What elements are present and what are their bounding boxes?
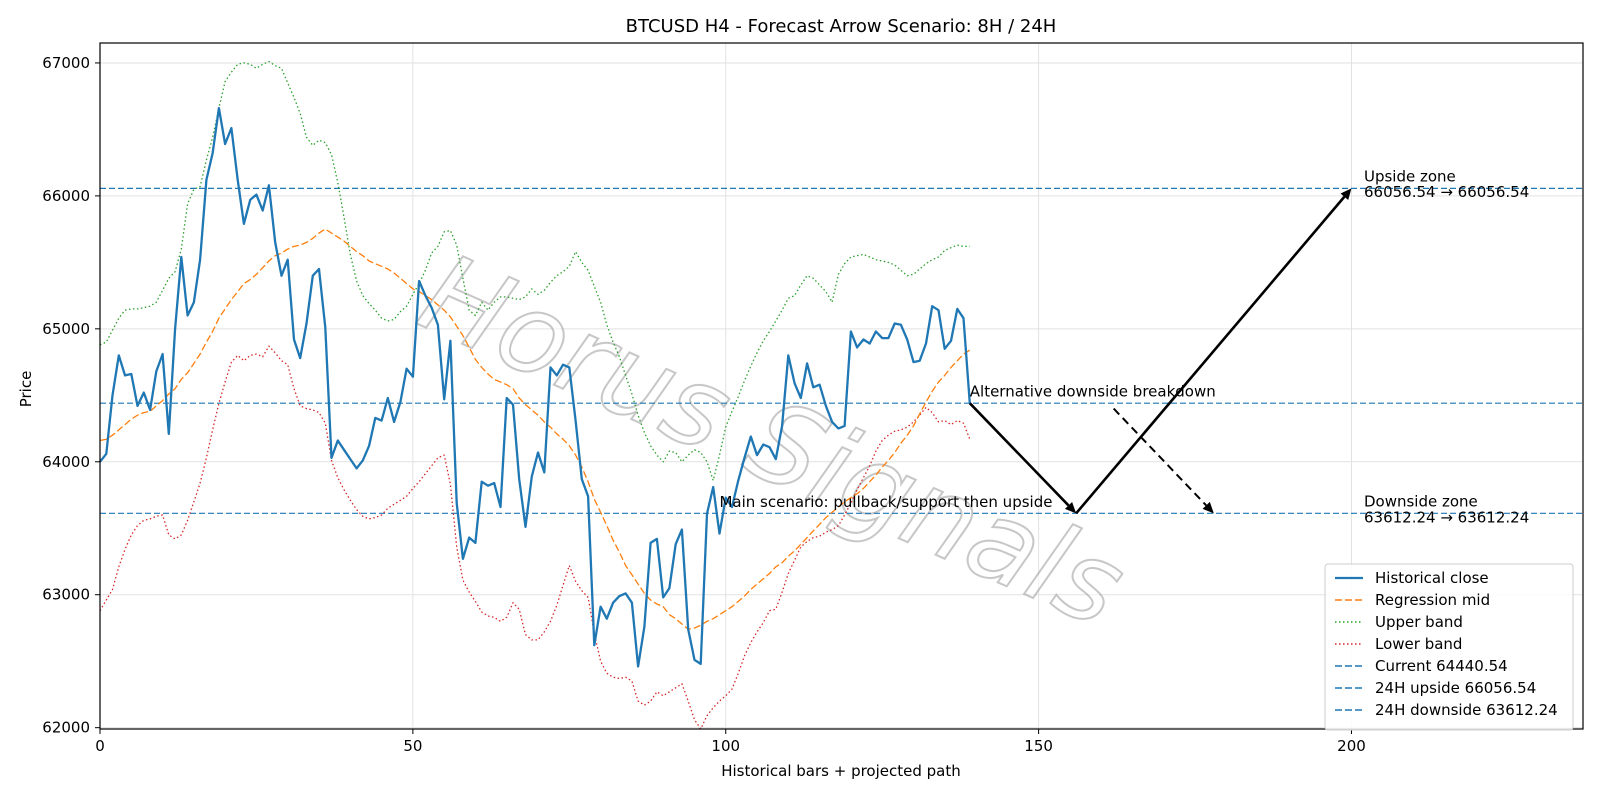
legend-label: Current 64440.54 (1375, 657, 1508, 675)
arrow-shaft-alt-down (1112, 407, 1207, 507)
chart-title: BTCUSD H4 - Forecast Arrow Scenario: 8H … (626, 16, 1057, 37)
annotation-text: 63612.24 → 63612.24 (1364, 508, 1529, 526)
watermark: Horus Signals (402, 228, 1143, 653)
legend-box (1324, 563, 1574, 731)
series-group (99, 60, 971, 730)
legend-label: Historical close (1375, 569, 1489, 587)
arrow-head-main-up (1340, 188, 1352, 200)
legend-label: Regression mid (1375, 591, 1490, 609)
arrow-shaft-main-down (968, 402, 1070, 507)
arrow-shaft-main-up (1075, 195, 1346, 515)
y-tick-label: 66000 (42, 187, 90, 205)
plot-frame (99, 42, 1584, 730)
legend: Historical close Regression mid Upper band… (1324, 563, 1574, 731)
y-tick-label: 63000 (42, 586, 90, 604)
x-tick-label: 100 (711, 737, 740, 755)
x-tick-label: 50 (403, 737, 422, 755)
annotation-text: 66056.54 → 66056.54 (1364, 183, 1529, 201)
grid (99, 43, 1583, 729)
series-line-close (99, 106, 971, 668)
series-line-upper (99, 60, 970, 482)
y-tick-label: 67000 (42, 54, 90, 72)
y-tick-label: 64000 (42, 453, 90, 471)
annotation-text: Alternative downside breakdown (970, 383, 1216, 401)
annotation-text: Upside zone (1364, 167, 1456, 185)
legend-label: 24H upside 66056.54 (1375, 679, 1536, 697)
y-axis-label: Price (17, 371, 35, 408)
annotation-text: Downside zone (1364, 492, 1478, 510)
x-tick-label: 0 (95, 737, 105, 755)
series-line-lower (99, 345, 971, 730)
legend-label: Upper band (1375, 613, 1463, 631)
x-tick-label: 200 (1337, 737, 1366, 755)
x-axis-label: Historical bars + projected path (721, 762, 961, 780)
y-tick-label: 62000 (42, 719, 90, 737)
x-ticks: 0 50 100 150 200 (95, 729, 1366, 755)
arrow-head-main-down (1064, 501, 1077, 514)
legend-label: Lower band (1375, 635, 1462, 653)
x-tick-label: 150 (1024, 737, 1053, 755)
arrows (968, 188, 1352, 515)
y-tick-label: 65000 (42, 320, 90, 338)
y-ticks: 62000 63000 64000 65000 66000 67000 (42, 54, 100, 737)
series-line-mid (99, 228, 971, 630)
annotation-text: Main scenario: pullback/support then ups… (719, 493, 1052, 511)
reference-lines (100, 187, 1583, 514)
watermark-text: Horus Signals (403, 229, 1142, 652)
legend-label: 24H downside 63612.24 (1375, 701, 1558, 719)
arrow-head-alt-down (1202, 501, 1214, 514)
